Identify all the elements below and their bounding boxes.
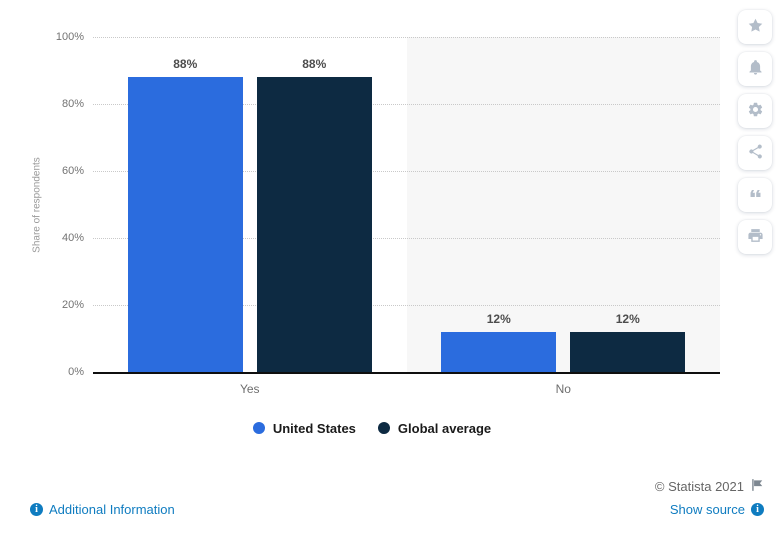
y-tick-60: 60%: [61, 165, 84, 177]
bar-value-label: 88%: [173, 57, 198, 72]
gridline-20: [93, 305, 720, 306]
bar-value-label: 12%: [486, 311, 511, 326]
y-tick-0: 0%: [68, 366, 84, 378]
bar-global-average-no[interactable]: [570, 331, 686, 372]
bar-column: 12%: [441, 37, 557, 372]
gridline-40: [93, 238, 720, 239]
x-label-no: No: [555, 382, 571, 396]
legend-label-global-average: Global average: [397, 420, 492, 436]
additional-information-link[interactable]: i Additional Information: [30, 502, 175, 517]
legend-dot-global-average: [377, 422, 390, 434]
bar-united-states-yes[interactable]: [127, 77, 243, 372]
favorite-button[interactable]: [738, 10, 772, 44]
gridline-80: [93, 104, 720, 105]
printer-icon: [747, 227, 764, 247]
bar-global-average-yes[interactable]: [256, 77, 372, 372]
bar-column: 88%: [127, 37, 243, 372]
legend-label-united-states: United States: [272, 420, 356, 436]
info-icon: i: [751, 503, 764, 516]
bar-column: 88%: [256, 37, 372, 372]
flag-icon[interactable]: [750, 478, 764, 495]
x-label-yes: Yes: [239, 382, 260, 396]
highlight-band-no: [406, 37, 720, 372]
star-icon: [747, 17, 764, 37]
gridline-60: [93, 171, 720, 172]
show-source-label: Show source: [669, 502, 745, 517]
chart-legend: United States Global average: [0, 416, 744, 440]
y-tick-80: 80%: [61, 98, 84, 110]
plot-area: 100% 80% 60% 40% 20% 0% Share of respond…: [32, 31, 721, 396]
bar-value-label: 12%: [615, 311, 640, 326]
action-toolbar: [738, 10, 772, 254]
print-button[interactable]: [738, 220, 772, 254]
share-button[interactable]: [738, 136, 772, 170]
legend-item-global-average[interactable]: Global average: [377, 420, 492, 436]
bar-value-label: 88%: [302, 57, 327, 72]
settings-button[interactable]: [738, 94, 772, 128]
legend-item-united-states[interactable]: United States: [252, 420, 356, 436]
additional-information-label: Additional Information: [49, 502, 175, 517]
bar-united-states-no[interactable]: [441, 331, 557, 372]
y-axis-title: Share of respondents: [31, 156, 43, 253]
cite-button[interactable]: [738, 178, 772, 212]
quote-icon: [747, 185, 764, 205]
gear-icon: [747, 101, 764, 121]
category-group-yes: 88% 88%: [93, 37, 407, 372]
category-group-no: 12% 12%: [407, 37, 721, 372]
gridline-100: [93, 37, 720, 38]
bar-column: 12%: [570, 37, 686, 372]
y-tick-40: 40%: [61, 232, 84, 244]
show-source-link[interactable]: Show source i: [670, 502, 764, 517]
y-tick-20: 20%: [61, 299, 84, 311]
bell-icon: [747, 59, 764, 79]
info-icon: i: [30, 503, 43, 516]
legend-dot-united-states: [252, 422, 265, 434]
copyright-text: © Statista 2021: [654, 479, 744, 494]
share-icon: [747, 143, 764, 163]
y-tick-100: 100%: [55, 31, 84, 43]
copyright-notice: © Statista 2021: [655, 478, 764, 495]
alert-button[interactable]: [738, 52, 772, 86]
